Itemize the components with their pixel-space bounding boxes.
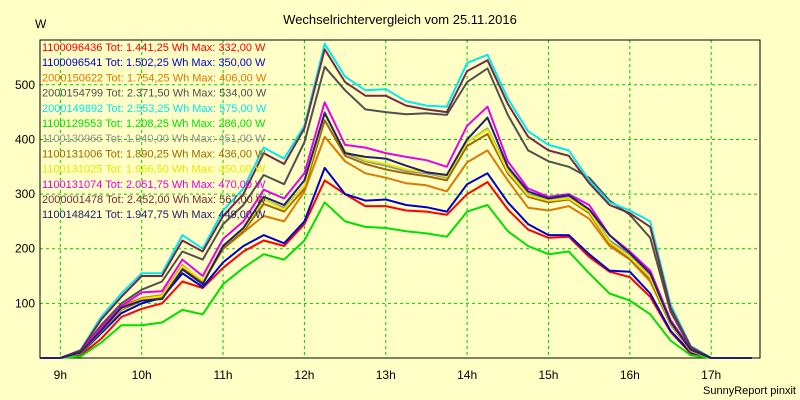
legend-entry: 1100131074 Tot: 2.051,75 Wh Max: 470,00 … (42, 179, 266, 191)
series-line-1 (40, 179, 752, 359)
x-tick-label: 11h (213, 368, 232, 382)
legend: 1100096436 Tot: 1.441,25 Wh Max: 332,00 … (42, 42, 267, 221)
x-tick-label: 17h (701, 368, 721, 382)
y-tick-label: 300 (15, 187, 35, 201)
x-tick-label: 15h (538, 368, 558, 382)
x-tick-label: 12h (294, 368, 314, 382)
series-line-10 (40, 101, 752, 359)
legend-entry: 1100096436 Tot: 1.441,25 Wh Max: 332,00 … (42, 42, 266, 54)
legend-entry: 2000154799 Tot: 2.371,50 Wh Max: 534,00 … (42, 88, 267, 100)
y-tick-label: 100 (15, 296, 35, 310)
legend-entry: 1100131025 Tot: 1.966,50 Wh Max: 450,00 … (42, 164, 266, 176)
series-lines (40, 42, 752, 359)
series-line-12 (40, 112, 752, 359)
legend-entry: 1100148421 Tot: 1.947,75 Wh Max: 449,00 … (42, 209, 266, 221)
series-line-4 (40, 65, 752, 359)
x-tick-label: 16h (620, 368, 640, 382)
legend-entry: 1100131006 Tot: 1.890,25 Wh Max: 436,00 … (42, 148, 266, 160)
legend-entry: 2000001478 Tot: 2.452,00 Wh Max: 567,00 … (42, 194, 267, 206)
y-axis-unit: W (35, 17, 47, 31)
y-tick-label: 200 (15, 242, 35, 256)
y-tick-label: 500 (15, 78, 35, 92)
legend-entry: 1100130966 Tot: 1.940,00 Wh Max: 451,00 … (42, 133, 266, 145)
x-tick-label: 9h (54, 368, 67, 382)
legend-entry: 2000149892 Tot: 2.553,25 Wh Max: 575,00 … (42, 103, 267, 115)
y-tick-label: 400 (15, 132, 35, 146)
y-axis-ticks: 100 200 300 400 500 (15, 78, 35, 311)
series-line-11 (40, 48, 752, 359)
legend-entry: 1100096541 Tot: 1.502,25 Wh Max: 350,00 … (42, 57, 266, 69)
series-line-6 (40, 201, 752, 359)
footer-credit: SunnyReport pinxit (703, 385, 796, 397)
x-tick-label: 10h (132, 368, 152, 382)
series-line-9 (40, 112, 752, 359)
legend-entry: 1100129553 Tot: 1.208,25 Wh Max: 286,00 … (42, 118, 266, 130)
chart-title: Wechselrichtervergleich vom 25.11.2016 (283, 12, 517, 27)
x-tick-label: 14h (457, 368, 477, 382)
x-tick-label: 13h (376, 368, 396, 382)
series-line-5 (40, 42, 752, 359)
plot-area (39, 39, 761, 359)
legend-entry: 2000150622 Tot: 1.754,25 Wh Max: 406,00 … (42, 72, 267, 84)
x-axis-ticks: 9h 10h 11h 12h 13h 14h 15h 16h 17h (54, 368, 722, 382)
